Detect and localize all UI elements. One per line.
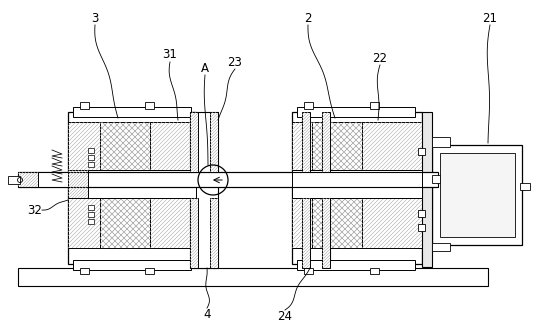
Bar: [73, 260, 191, 270]
Bar: [18, 172, 38, 187]
Bar: [362, 198, 422, 248]
Bar: [88, 162, 94, 167]
Bar: [190, 112, 218, 268]
Bar: [292, 198, 312, 248]
Bar: [432, 243, 450, 251]
Bar: [292, 122, 312, 170]
Bar: [68, 170, 196, 198]
Text: 2: 2: [304, 12, 312, 24]
Bar: [68, 170, 88, 198]
Bar: [304, 102, 313, 109]
Text: 3: 3: [91, 12, 99, 24]
Bar: [68, 122, 100, 170]
Text: 32: 32: [28, 204, 42, 216]
Bar: [100, 122, 150, 170]
Bar: [8, 176, 20, 184]
Bar: [150, 198, 196, 248]
Bar: [432, 175, 440, 183]
Bar: [145, 268, 154, 274]
Bar: [88, 212, 94, 217]
Bar: [88, 155, 94, 160]
Bar: [18, 172, 73, 187]
Bar: [312, 198, 362, 248]
Bar: [88, 148, 94, 153]
Bar: [18, 268, 488, 286]
Bar: [190, 198, 198, 268]
Bar: [322, 198, 330, 268]
Text: A: A: [201, 62, 209, 74]
Bar: [304, 268, 313, 274]
Bar: [100, 198, 150, 248]
Bar: [302, 198, 310, 268]
Bar: [418, 148, 425, 155]
Text: 21: 21: [482, 12, 498, 24]
Bar: [418, 210, 425, 217]
Bar: [88, 205, 94, 210]
Bar: [68, 112, 196, 264]
Bar: [362, 122, 422, 170]
Bar: [210, 112, 218, 172]
Bar: [302, 112, 310, 172]
Text: 23: 23: [228, 56, 242, 69]
Bar: [440, 153, 515, 237]
Bar: [73, 107, 191, 117]
Bar: [68, 198, 100, 248]
Bar: [145, 102, 154, 109]
Bar: [190, 112, 198, 172]
Bar: [80, 268, 89, 274]
Bar: [312, 122, 362, 170]
Bar: [292, 170, 422, 198]
Bar: [370, 102, 379, 109]
Bar: [88, 219, 94, 224]
Bar: [80, 102, 89, 109]
Bar: [520, 183, 530, 190]
Bar: [292, 112, 422, 264]
Text: 24: 24: [278, 310, 293, 323]
Bar: [297, 107, 415, 117]
Bar: [150, 122, 196, 170]
Bar: [302, 112, 330, 268]
Bar: [210, 198, 218, 268]
Text: 31: 31: [163, 49, 177, 62]
Bar: [322, 112, 330, 172]
Text: 4: 4: [203, 308, 211, 321]
Text: 22: 22: [372, 52, 388, 65]
Bar: [18, 172, 438, 187]
Bar: [432, 145, 522, 245]
Bar: [432, 137, 450, 147]
Bar: [422, 112, 432, 267]
Bar: [297, 260, 415, 270]
Bar: [370, 268, 379, 274]
Bar: [418, 224, 425, 231]
